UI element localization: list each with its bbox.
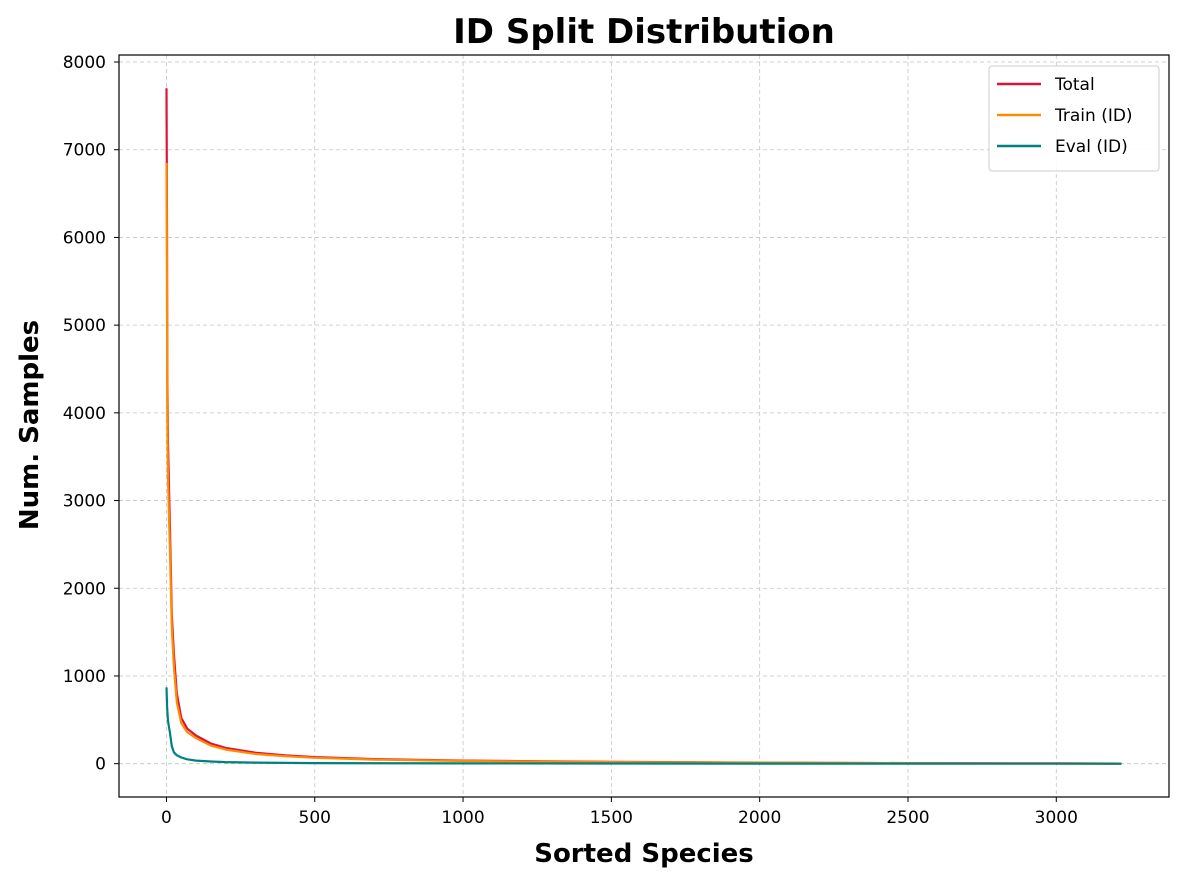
series-line-train-id	[165, 162, 1122, 765]
y-tick-label: 1000	[63, 667, 106, 687]
x-tick-label: 500	[299, 808, 331, 828]
legend-label: Train (ID)	[1054, 106, 1133, 126]
series-line-eval-id	[165, 687, 1122, 765]
legend-label: Total	[1054, 75, 1095, 95]
y-tick-label: 7000	[63, 141, 106, 161]
plot-frame	[118, 54, 1170, 798]
legend-box	[988, 65, 1160, 172]
y-tick-label: 6000	[63, 228, 106, 248]
x-tick-label: 0	[161, 808, 172, 828]
y-tick-label: 8000	[63, 53, 106, 73]
legend-label: Eval (ID)	[1055, 137, 1128, 157]
series-lines	[165, 88, 1122, 765]
x-tick-label: 2000	[738, 808, 781, 828]
x-tick-label: 1000	[441, 808, 484, 828]
y-tick-label: 5000	[63, 316, 106, 336]
series-line-total	[165, 88, 1122, 765]
x-tick-label: 3000	[1035, 808, 1078, 828]
y-tick-label: 3000	[63, 492, 106, 512]
x-tick-label: 2500	[886, 808, 929, 828]
legend: Total Train (ID) Eval (ID)	[988, 65, 1160, 172]
x-tick-label: 1500	[590, 808, 633, 828]
y-tick-label: 4000	[63, 404, 106, 424]
y-tick-label: 0	[95, 755, 106, 775]
y-axis-label: Num. Samples	[15, 320, 45, 530]
y-tick-label: 2000	[63, 579, 106, 599]
chart-title: ID Split Distribution	[453, 12, 835, 52]
axis-ticks: 0 500 1000 1500 2000 2500 3000 0 1000 2000 3000 400…	[63, 53, 1078, 828]
x-axis-label: Sorted Species	[534, 839, 754, 869]
